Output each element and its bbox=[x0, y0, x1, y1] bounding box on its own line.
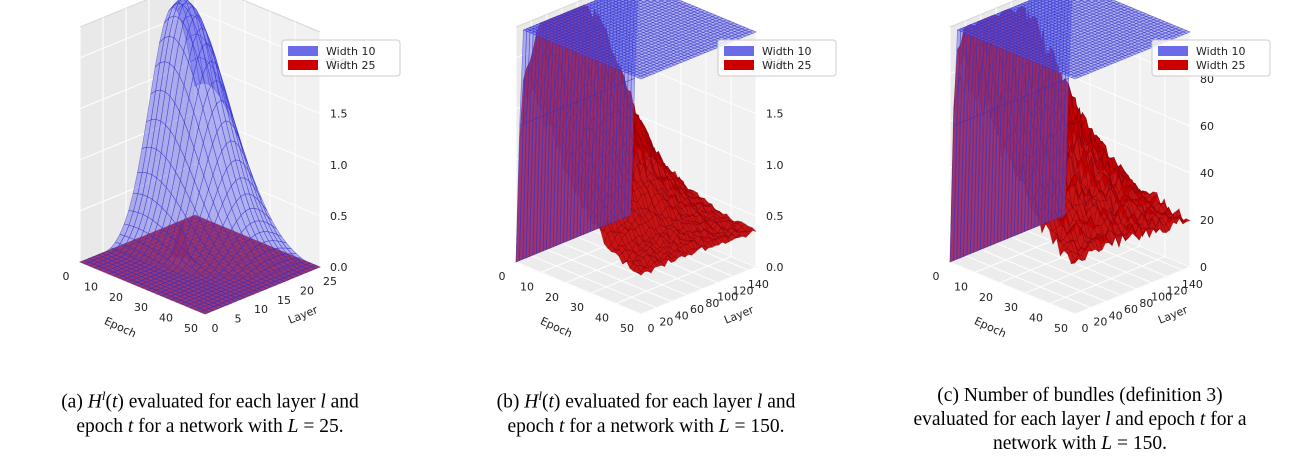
x-tick-label: 20 bbox=[545, 291, 559, 304]
z-tick-label: 0.0 bbox=[330, 261, 348, 274]
surface-chart-b: Bundle entropy01020304050020406080100120… bbox=[499, 0, 837, 340]
x-tick-label: 0 bbox=[499, 270, 506, 283]
y-tick-label: 40 bbox=[675, 309, 689, 322]
caption-text: H bbox=[524, 391, 539, 413]
caption-text: t bbox=[548, 391, 554, 413]
y-tick-label: 20 bbox=[659, 316, 673, 329]
x-tick-label: 20 bbox=[109, 291, 123, 304]
gridline-z bbox=[79, 112, 321, 166]
x-tick-label: 10 bbox=[520, 280, 534, 293]
legend-swatch bbox=[288, 60, 318, 70]
caption-text: l bbox=[756, 391, 763, 413]
surface-facet bbox=[199, 309, 211, 315]
x-tick-label: 30 bbox=[570, 301, 584, 314]
legend-label: Width 10 bbox=[762, 45, 811, 58]
z-tick-label: 1.0 bbox=[330, 159, 348, 172]
caption-text: t bbox=[558, 415, 565, 437]
z-tick-label: 1.0 bbox=[766, 159, 784, 172]
caption-text: t bbox=[111, 391, 118, 413]
chart-panel-a: Bundled entropy0102030405005101520250.00… bbox=[0, 0, 420, 459]
legend-swatch bbox=[724, 46, 754, 56]
legend-swatch bbox=[724, 60, 754, 70]
caption-text: l bbox=[538, 388, 542, 403]
y-tick-label: 120 bbox=[733, 284, 754, 297]
caption-text: L bbox=[287, 415, 299, 437]
surface-width-10 bbox=[949, 0, 1191, 263]
y-tick-label: 20 bbox=[300, 284, 314, 297]
legend-swatch bbox=[288, 46, 318, 56]
caption-text: = 25. bbox=[298, 415, 344, 437]
caption-text: epoch bbox=[76, 415, 128, 437]
y-tick-label: 25 bbox=[323, 275, 337, 288]
caption-text: l bbox=[320, 391, 326, 413]
caption-text: L bbox=[718, 415, 730, 437]
x-tick-label: 10 bbox=[84, 280, 98, 293]
caption-text: ) evaluated for each layer bbox=[117, 391, 321, 413]
x-axis-label: Epoch bbox=[538, 314, 574, 340]
caption-text: ) evaluated for each layer bbox=[553, 391, 757, 413]
x-axis-label: Epoch bbox=[102, 314, 138, 340]
surface-facet bbox=[1070, 258, 1080, 265]
caption-text: and bbox=[762, 391, 796, 413]
z-tick-label: 1.5 bbox=[766, 108, 784, 121]
surface-chart-c: Bundled samples [%]010203040500204060801… bbox=[933, 0, 1271, 340]
x-tick-label: 50 bbox=[184, 322, 198, 335]
x-tick-label: 30 bbox=[134, 301, 148, 314]
surface-width-10 bbox=[79, 0, 321, 315]
gridline-z bbox=[79, 61, 321, 115]
caption-text: for a network with bbox=[564, 415, 719, 437]
y-tick-label: 80 bbox=[705, 297, 719, 310]
y-tick-label: 0 bbox=[648, 322, 655, 335]
chart-panel-c: Bundled samples [%]010203040500204060801… bbox=[870, 0, 1290, 459]
x-tick-label: 40 bbox=[159, 312, 173, 325]
surface-facet bbox=[636, 271, 646, 276]
caption-text: ( bbox=[541, 391, 549, 413]
caption-line: epoch t for a network with L = 25. bbox=[0, 415, 420, 439]
caption-line: epoch t for a network with L = 150. bbox=[436, 415, 856, 439]
legend-label: Width 10 bbox=[326, 45, 375, 58]
y-axis-label: Layer bbox=[286, 303, 320, 327]
x-tick-label: 50 bbox=[620, 322, 634, 335]
caption-b: (b) Hl(t) evaluated for each layer l and… bbox=[436, 384, 856, 439]
caption-text: epoch bbox=[507, 415, 559, 437]
caption-line: (a) Hl(t) evaluated for each layer l and bbox=[0, 384, 420, 415]
z-tick-label: 0.0 bbox=[766, 261, 784, 274]
y-tick-label: 15 bbox=[277, 294, 291, 307]
surface-chart-a: Bundled entropy0102030405005101520250.00… bbox=[63, 0, 401, 340]
y-tick-label: 100 bbox=[717, 291, 738, 304]
z-tick-label: 0.5 bbox=[330, 210, 348, 223]
surface-width-25 bbox=[515, 4, 757, 276]
surface-width-10 bbox=[515, 0, 757, 263]
caption-text: ( bbox=[105, 391, 112, 413]
caption-text: t bbox=[127, 415, 134, 437]
x-tick-label: 40 bbox=[595, 312, 609, 325]
caption-text: (a) bbox=[61, 391, 88, 413]
z-tick-label: 0.5 bbox=[766, 210, 784, 223]
z-tick-label: 1.5 bbox=[330, 108, 348, 121]
legend-label: Width 25 bbox=[326, 59, 375, 72]
surface-width-25 bbox=[949, 6, 1191, 265]
caption-text: and bbox=[325, 391, 359, 413]
y-tick-label: 140 bbox=[748, 278, 769, 291]
y-tick-label: 10 bbox=[254, 303, 268, 316]
y-axis-label: Layer bbox=[722, 303, 756, 327]
gridline-z bbox=[79, 163, 321, 217]
caption-line: (b) Hl(t) evaluated for each layer l and bbox=[436, 384, 856, 415]
caption-text: (b) bbox=[496, 391, 525, 413]
caption-text: l bbox=[101, 388, 106, 403]
caption-text: H bbox=[87, 391, 102, 413]
x-tick-label: 0 bbox=[63, 270, 70, 283]
y-tick-label: 5 bbox=[235, 313, 242, 326]
y-tick-label: 60 bbox=[690, 303, 704, 316]
surface-facet bbox=[636, 75, 646, 80]
chart-panel-b: Bundle entropy01020304050020406080100120… bbox=[436, 0, 856, 459]
caption-a: (a) Hl(t) evaluated for each layer l and… bbox=[0, 384, 420, 439]
legend-label: Width 25 bbox=[762, 59, 811, 72]
caption-text: for a network with bbox=[133, 415, 288, 437]
y-tick-label: 0 bbox=[212, 322, 219, 335]
caption-text: = 150. bbox=[729, 415, 785, 437]
